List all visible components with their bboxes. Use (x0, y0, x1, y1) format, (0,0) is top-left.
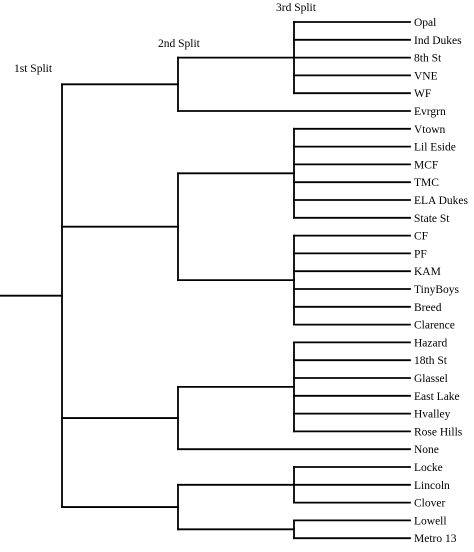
leaf-label: None (414, 444, 439, 456)
dendrogram-branches (0, 21, 411, 540)
leaf-label: MCF (414, 159, 438, 171)
leaf-label: CF (414, 231, 428, 243)
leaf-label: Glassel (414, 373, 448, 385)
leaf-label: State St (414, 213, 450, 225)
leaf-label: Locke (414, 462, 443, 474)
leaf-label: Metro 13 (414, 533, 457, 545)
leaf-label: Lowell (414, 515, 447, 527)
leaf-label: 18th St (414, 355, 448, 367)
leaf-labels: Opal Ind Dukes 8th St VNE WF Evrgrn Vtown Lil E… (414, 17, 469, 545)
leaf-label: Opal (414, 17, 436, 29)
leaf-label: Ind Dukes (414, 35, 462, 47)
leaf-label: VNE (414, 70, 438, 82)
leaf-label: 8th St (414, 53, 442, 65)
leaf-label: Breed (414, 302, 442, 314)
leaf-label: PF (414, 248, 427, 260)
leaf-label: KAM (414, 266, 441, 278)
leaf-label: Lil Eside (414, 142, 456, 154)
leaf-label: Lincoln (414, 480, 450, 492)
leaf-label: Rose Hills (414, 426, 463, 438)
leaf-label: Evrgrn (414, 106, 446, 118)
leaf-label: Hazard (414, 337, 447, 349)
leaf-label: East Lake (414, 391, 460, 403)
leaf-label: WF (414, 88, 431, 100)
leaf-label: TinyBoys (414, 284, 459, 296)
leaf-label: TMC (414, 177, 439, 189)
leaf-label: Clover (414, 498, 445, 510)
split-label-3rd: 3rd Split (276, 2, 317, 14)
leaf-label: Vtown (414, 124, 446, 136)
leaf-label: ELA Dukes (414, 195, 469, 207)
split-label-1st: 1st Split (14, 63, 53, 75)
leaf-label: Hvalley (414, 409, 451, 421)
split-label-2nd: 2nd Split (158, 38, 201, 50)
leaf-label: Clarence (414, 320, 455, 332)
